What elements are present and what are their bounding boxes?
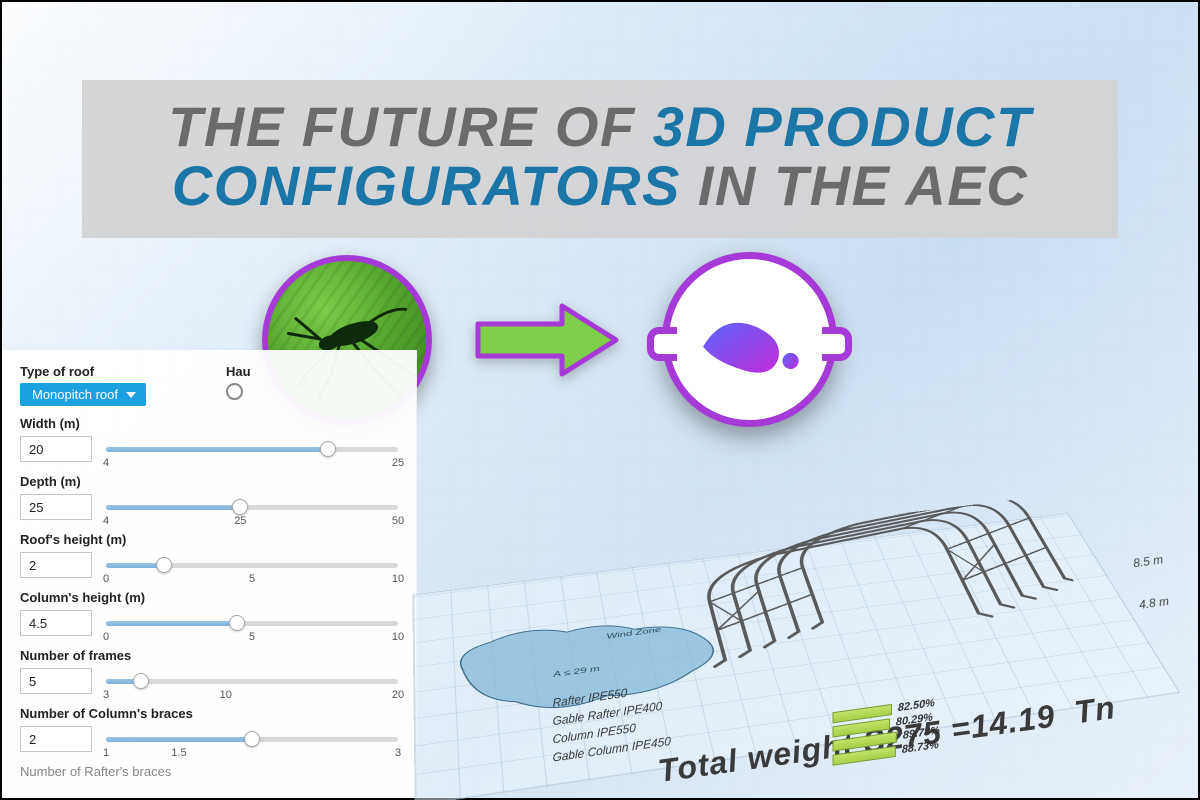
roof-type-label: Type of roof (20, 364, 146, 379)
field-2: Roof's height (m) 0510 (20, 532, 398, 579)
field-slider-3[interactable]: 0510 (106, 609, 398, 637)
field-label-2: Roof's height (m) (20, 532, 398, 547)
haunch-field: Hau (226, 364, 251, 406)
field-input-5[interactable] (20, 726, 92, 752)
haunch-label: Hau (226, 364, 251, 379)
title-part-2: 3D PRODUCT (653, 95, 1032, 158)
field-4: Number of frames 31020 (20, 648, 398, 695)
shapediver-icon (687, 277, 812, 402)
logo-ear-left (647, 327, 677, 361)
config-panel: Type of roof Monopitch roof Hau Width (m… (2, 350, 417, 798)
field-slider-0[interactable]: 425 (106, 435, 398, 463)
field-input-1[interactable] (20, 494, 92, 520)
title-banner: THE FUTURE OF 3D PRODUCT CONFIGURATORS I… (82, 80, 1118, 238)
field-label-3: Column's height (m) (20, 590, 398, 605)
logo-ear-right (822, 327, 852, 361)
pct-val-3: 88.73% (902, 739, 939, 756)
shapediver-logo (662, 252, 837, 427)
dim-2: 4.8 m (1138, 594, 1170, 612)
field-slider-5[interactable]: 11.53 (106, 725, 398, 753)
field-input-0[interactable] (20, 436, 92, 462)
dim-1: 8.5 m (1132, 552, 1164, 570)
field-input-2[interactable] (20, 552, 92, 578)
field-label-0: Width (m) (20, 416, 398, 431)
field-label-4: Number of frames (20, 648, 398, 663)
title-part-1: THE FUTURE OF (168, 95, 653, 158)
title-part-4: IN THE AEC (698, 154, 1028, 217)
field-0: Width (m) 425 (20, 416, 398, 463)
rafter-braces-label: Number of Rafter's braces (20, 764, 398, 779)
roof-type-value: Monopitch roof (32, 387, 118, 402)
title-part-3: CONFIGURATORS (172, 154, 698, 217)
field-slider-4[interactable]: 31020 (106, 667, 398, 695)
field-slider-2[interactable]: 0510 (106, 551, 398, 579)
field-slider-1[interactable]: 42550 (106, 493, 398, 521)
field-3: Column's height (m) 0510 (20, 590, 398, 637)
total-unit: Tn (1072, 689, 1118, 730)
stage: THE FUTURE OF 3D PRODUCT CONFIGURATORS I… (0, 0, 1200, 800)
roof-type-select[interactable]: Monopitch roof (20, 383, 146, 406)
field-5: Number of Column's braces 11.53 (20, 706, 398, 753)
chevron-down-icon (126, 392, 136, 398)
field-1: Depth (m) 42550 (20, 474, 398, 521)
field-input-4[interactable] (20, 668, 92, 694)
haunch-radio[interactable] (226, 383, 243, 400)
arrow-icon (472, 300, 622, 380)
field-input-3[interactable] (20, 610, 92, 636)
field-label-5: Number of Column's braces (20, 706, 398, 721)
field-label-1: Depth (m) (20, 474, 398, 489)
roof-type-field: Type of roof Monopitch roof (20, 364, 146, 406)
